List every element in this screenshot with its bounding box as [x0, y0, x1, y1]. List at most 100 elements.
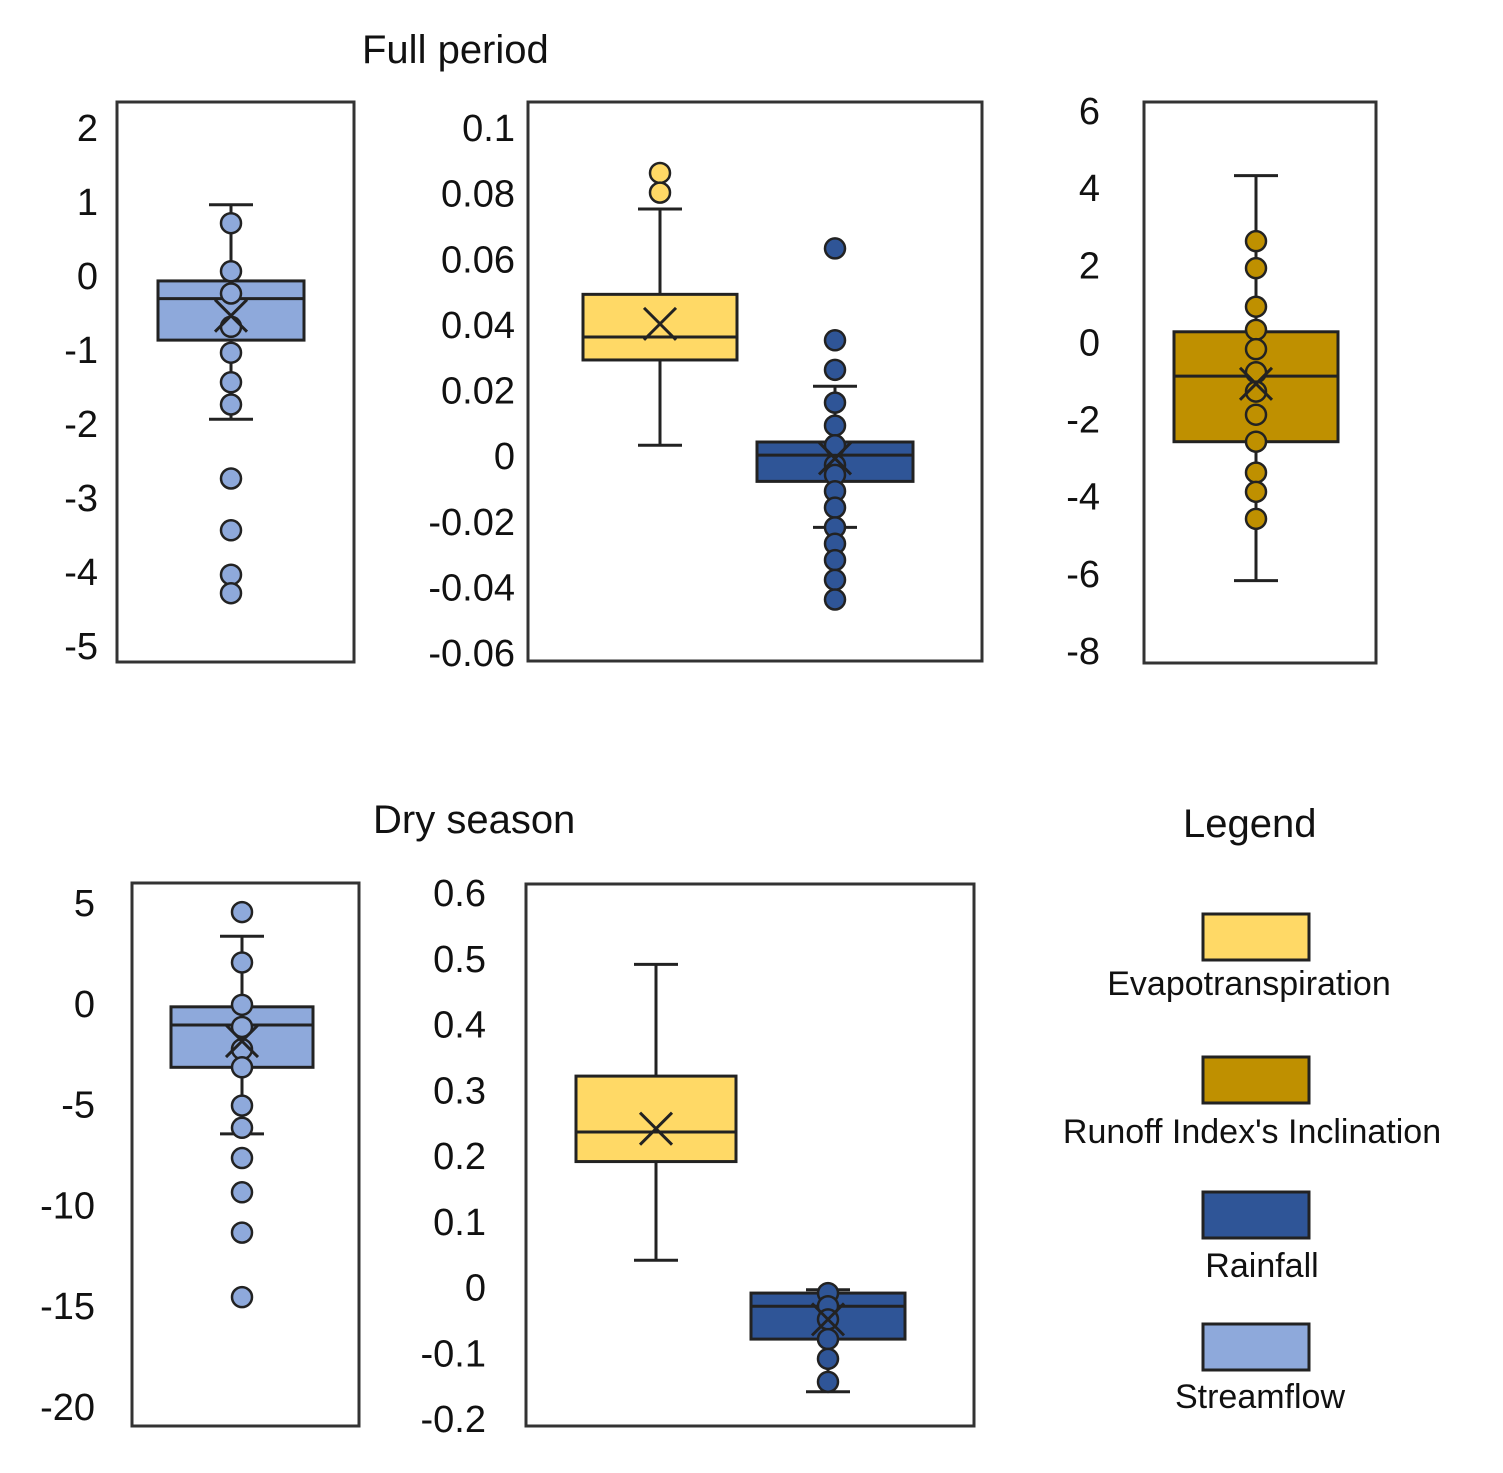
data-point — [823, 237, 847, 260]
box-rainfall — [749, 1281, 907, 1394]
data-point — [219, 581, 243, 605]
full-streamflow-panel: 2 1 0 -1 -2 -3 -4 -5 — [64, 100, 356, 668]
box-evapotranspiration — [574, 962, 738, 1262]
box-evapotranspiration — [581, 161, 739, 447]
y-tick-label: 0 — [1079, 322, 1100, 364]
data-point — [823, 568, 847, 592]
y-tick-label: 4 — [1079, 168, 1100, 210]
legend-label: Rainfall — [1205, 1247, 1318, 1285]
y-tick-label: 0.4 — [433, 1005, 486, 1047]
legend: Evapotranspiration Runoff Index's Inclina… — [1063, 912, 1441, 1416]
y-tick-label: 0.2 — [433, 1136, 486, 1178]
y-tick-label: -0.02 — [428, 502, 515, 544]
y-tick-label: -5 — [61, 1085, 95, 1127]
mean-marker — [810, 1302, 846, 1337]
y-tick-label: -20 — [40, 1387, 95, 1429]
data-point — [1244, 295, 1268, 318]
y-tick-label: -2 — [1066, 400, 1100, 442]
data-point — [1244, 461, 1268, 484]
data-point — [219, 315, 243, 339]
y-tick-label: 0.6 — [433, 873, 486, 915]
legend-label: Streamflow — [1175, 1378, 1345, 1416]
data-point — [230, 1094, 254, 1117]
box-streamflow — [156, 203, 306, 605]
data-point — [1244, 480, 1268, 504]
data-point — [823, 391, 847, 414]
data-point — [219, 260, 243, 283]
data-point — [816, 1327, 840, 1351]
data-point — [230, 1285, 254, 1309]
plot-frame — [526, 100, 984, 663]
data-point — [219, 563, 243, 586]
data-point — [219, 341, 243, 364]
box-iqr — [574, 1074, 738, 1164]
y-tick-label: 2 — [1079, 245, 1100, 287]
full-runoff-panel: 6 4 2 0 -2 -4 -6 -8 — [1066, 91, 1378, 673]
data-point — [1244, 337, 1268, 361]
box-iqr — [581, 292, 739, 362]
data-point — [823, 329, 847, 352]
y-tick-label: 1 — [77, 182, 98, 224]
y-tick-label: 0.3 — [433, 1070, 486, 1112]
y-tick-label: 2 — [77, 108, 98, 150]
data-point — [1244, 403, 1268, 426]
data-point — [230, 1146, 254, 1170]
data-point — [230, 1056, 254, 1079]
data-point — [230, 1015, 254, 1039]
dry-streamflow-panel: 5 0 -5 -10 -15 -20 — [40, 881, 361, 1429]
data-point — [230, 900, 254, 924]
data-point — [1244, 507, 1268, 531]
data-point — [1244, 256, 1268, 280]
data-point — [816, 1347, 840, 1371]
legend-item: Runoff Index's Inclination — [1063, 1055, 1441, 1151]
dry-et-rain-panel: 0.6 0.5 0.4 0.3 0.2 0.1 0 -0.1 -0.2 — [421, 873, 976, 1441]
dry-season-title: Dry season — [373, 798, 576, 842]
data-point — [1244, 318, 1268, 342]
data-point — [219, 371, 243, 394]
legend-swatch — [1201, 1190, 1311, 1240]
data-point — [230, 993, 254, 1017]
data-point — [648, 181, 672, 204]
box-rainfall — [755, 237, 915, 611]
data-point — [230, 1181, 254, 1204]
y-tick-label: -2 — [64, 404, 98, 446]
data-point — [823, 548, 847, 572]
mean-marker — [638, 1111, 674, 1146]
data-point — [1244, 361, 1268, 384]
y-tick-label: 0 — [77, 256, 98, 298]
mean-marker — [224, 1024, 260, 1059]
data-point — [823, 496, 847, 519]
mean-marker — [1238, 366, 1274, 401]
full-et-rain-panel: 0.1 0.08 0.06 0.04 0.02 0 -0.02 -0.04 -0.06 — [428, 100, 984, 675]
y-tick-label: -1 — [64, 330, 98, 372]
full-period-title: Full period — [362, 28, 549, 72]
plot-frame — [115, 100, 356, 664]
box-runoff-index-s-inclination — [1172, 174, 1340, 583]
legend-item: Rainfall — [1201, 1190, 1319, 1285]
mean-marker — [817, 441, 853, 476]
data-point — [816, 1370, 840, 1394]
plot-frame — [130, 881, 361, 1428]
legend-swatch — [1201, 1055, 1311, 1105]
y-tick-label: -0.1 — [421, 1333, 486, 1375]
y-tick-label: -0.2 — [421, 1399, 486, 1441]
legend-label: Evapotranspiration — [1107, 965, 1391, 1003]
y-tick-label: 0 — [74, 984, 95, 1026]
data-point — [823, 358, 847, 382]
legend-item: Evapotranspiration — [1107, 912, 1391, 1003]
y-tick-label: 0.1 — [433, 1202, 486, 1244]
y-tick-label: -10 — [40, 1185, 95, 1227]
y-tick-label: 0.08 — [441, 174, 515, 216]
y-tick-label: -6 — [1066, 554, 1100, 596]
y-tick-label: -4 — [64, 552, 98, 594]
y-tick-label: -4 — [1066, 477, 1100, 519]
y-tick-label: -5 — [64, 626, 98, 668]
data-point — [230, 951, 254, 974]
data-point — [823, 414, 847, 437]
data-point — [230, 1116, 254, 1140]
data-point — [219, 393, 243, 416]
data-point — [219, 282, 243, 305]
y-tick-label: 0 — [494, 436, 515, 478]
